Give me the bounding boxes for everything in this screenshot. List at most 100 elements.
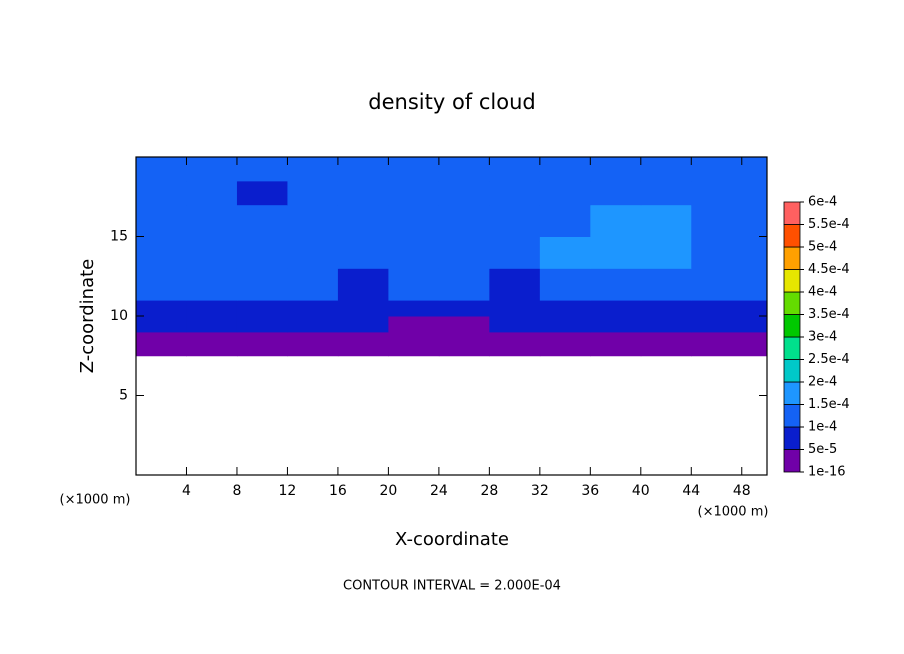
contour-cell (691, 157, 768, 182)
colorbar-box (783, 359, 801, 383)
contour-cell (438, 204, 490, 237)
contour-cell (539, 180, 591, 206)
colorbar-label: 2.5e-4 (808, 352, 850, 367)
contour-cell (640, 316, 692, 333)
contour-cell (590, 300, 642, 317)
contour-cell (590, 157, 642, 182)
axes: 4 8 12 16 20 24 28 32 36 40 44 48510151e-165e-51e-4… (110, 156, 850, 499)
contour-cell (590, 180, 642, 206)
contour-cell (186, 180, 238, 206)
contour-cell (438, 180, 490, 206)
colorbar-box (783, 426, 801, 450)
contour-cell (489, 180, 541, 206)
contour-cell (539, 157, 591, 182)
contour-cell (489, 316, 541, 333)
contour-cell (287, 157, 339, 182)
contour-cell (691, 300, 768, 317)
footer-note: CONTOUR INTERVAL = 2.000E-04 (343, 579, 561, 594)
contour-cell (136, 300, 187, 317)
colorbar-label: 5e-4 (808, 240, 837, 255)
colorbar-box (783, 404, 801, 428)
contour-cell (337, 316, 389, 333)
contour-cell (337, 157, 389, 182)
contour-cell (236, 268, 288, 301)
contour-cell (590, 331, 642, 357)
contour-cell (438, 316, 490, 333)
colorbar-label: 2e-4 (808, 375, 837, 390)
contour-cell (337, 204, 389, 237)
contour-cell (539, 236, 591, 269)
colorbar-label: 1e-16 (808, 465, 846, 480)
colorbar-label: 3e-4 (808, 330, 837, 345)
contour-cell (337, 268, 389, 301)
contour-cell (438, 268, 490, 301)
x-tick-label: 44 (682, 483, 700, 499)
colorbar-box (783, 381, 801, 405)
contour-cell (287, 300, 339, 317)
contour-cell (186, 316, 238, 333)
x-unit-right: (×1000 m) (698, 505, 769, 520)
colorbar-label: 6e-4 (808, 195, 837, 210)
contour-cell (236, 300, 288, 317)
contour-cell (388, 268, 440, 301)
contour-cell (287, 268, 339, 301)
contour-cell (236, 180, 288, 206)
colorbar-label: 1.5e-4 (808, 397, 850, 412)
x-tick-label: 8 (232, 483, 241, 499)
contour-cell (691, 236, 768, 269)
contour-cell (489, 157, 541, 182)
contour-cell (186, 157, 238, 182)
contour-cell (287, 180, 339, 206)
colorbar-box (783, 246, 801, 270)
contour-cell (287, 236, 339, 269)
contour-cell (640, 180, 692, 206)
contour-cell (691, 316, 768, 333)
x-tick-label: 40 (632, 483, 650, 499)
contour-cell (136, 204, 187, 237)
contour-cell (388, 236, 440, 269)
contour-cell (236, 331, 288, 357)
colorbar-box (783, 449, 801, 473)
x-tick-label: 32 (531, 483, 549, 499)
contour-cell (539, 300, 591, 317)
contour-cell (287, 316, 339, 333)
contour-cell (438, 236, 490, 269)
contour-cell (186, 204, 238, 237)
x-tick-label: 48 (733, 483, 751, 499)
contour-cell (136, 331, 187, 357)
contour-cell (337, 180, 389, 206)
contour-cell (136, 236, 187, 269)
x-tick-label: 28 (480, 483, 498, 499)
contour-cell (489, 300, 541, 317)
contour-cell (438, 331, 490, 357)
contour-cell (438, 157, 490, 182)
contour-cell (337, 236, 389, 269)
contour-cell (640, 300, 692, 317)
y-tick-label: 5 (119, 388, 128, 404)
colorbar-box (783, 201, 801, 225)
contour-cell (388, 331, 440, 357)
contour-cell (590, 236, 642, 269)
contour-cell (236, 157, 288, 182)
contour-cell (691, 180, 768, 206)
contour-cell (640, 157, 692, 182)
colorbar-box (783, 314, 801, 338)
contour-cell (186, 300, 238, 317)
contour-cell (388, 180, 440, 206)
contour-cell (136, 180, 187, 206)
contour-cell (640, 204, 692, 237)
colorbar-label: 1e-4 (808, 420, 837, 435)
contour-cell (640, 236, 692, 269)
x-axis-label: X-coordinate (395, 529, 509, 550)
contour-cell (590, 316, 642, 333)
colorbar-box (783, 224, 801, 248)
contour-cell (539, 331, 591, 357)
x-tick-label: 4 (182, 483, 191, 499)
x-tick-label: 24 (430, 483, 448, 499)
contour-cell (691, 331, 768, 357)
contour-cell (640, 268, 692, 301)
contour-cell (489, 331, 541, 357)
contour-cell (489, 204, 541, 237)
contour-cell (236, 204, 288, 237)
